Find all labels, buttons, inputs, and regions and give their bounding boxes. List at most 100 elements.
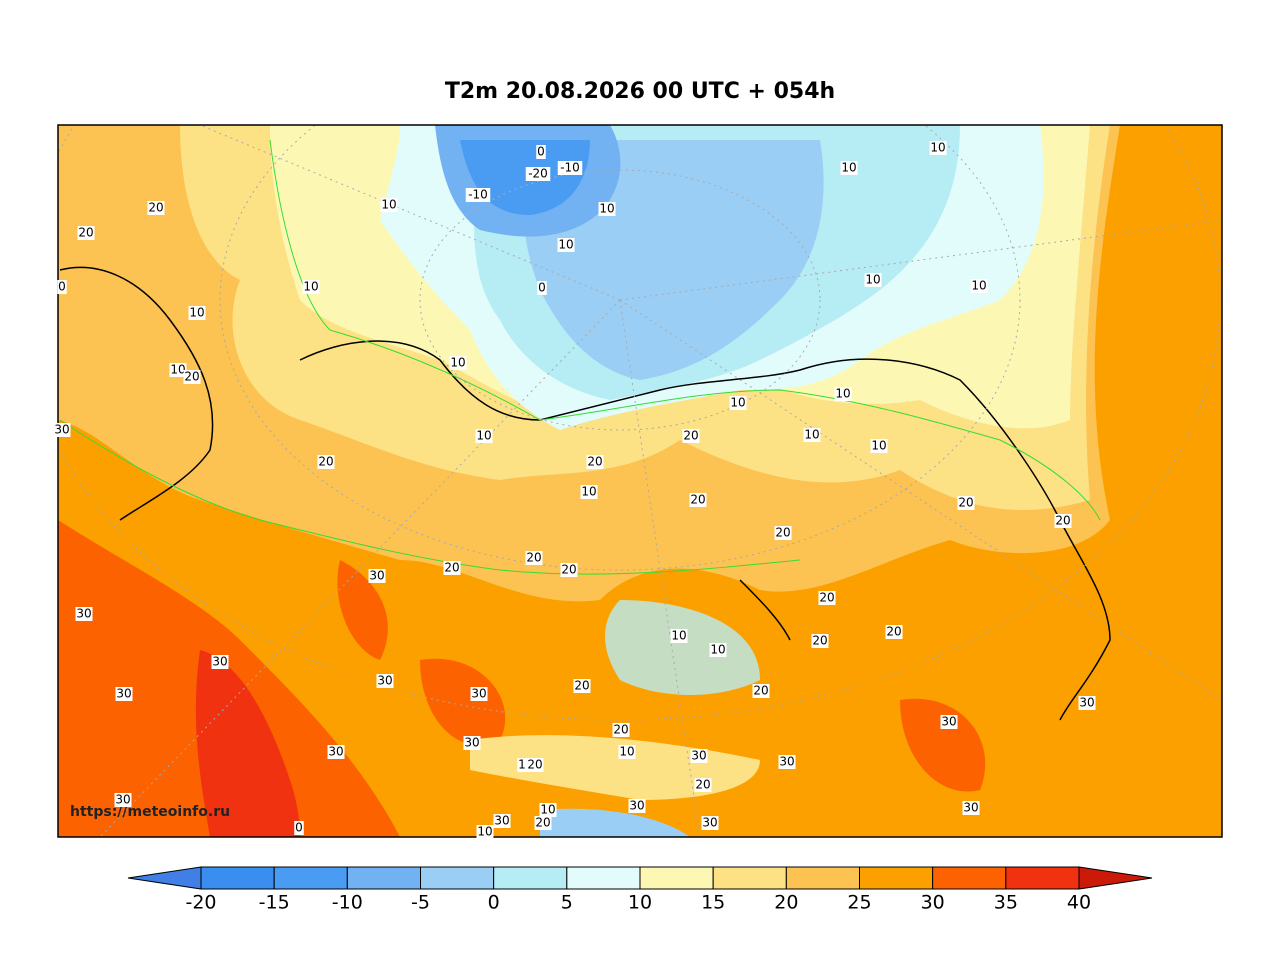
- contour-label: -20: [528, 167, 548, 181]
- colorbar-extend-low: [127, 866, 202, 890]
- contour-label: 30: [471, 687, 486, 701]
- contour-label-bg: [803, 428, 821, 442]
- contour-label: 10: [835, 387, 850, 401]
- contour-label-bg: [376, 674, 394, 688]
- contour-label: 10: [730, 396, 745, 410]
- contour-label-bg: [628, 799, 646, 813]
- contour-label-bg: [752, 684, 770, 698]
- colorbar-tick-label: -5: [411, 892, 430, 914]
- contour-label-bg: [834, 387, 852, 401]
- contour-label: 30: [328, 745, 343, 759]
- contour-label: 20: [148, 201, 163, 215]
- contour-label-bg: [929, 141, 947, 155]
- contour-label-bg: [465, 188, 491, 202]
- map-frame: [57, 124, 1223, 838]
- contour-label: 30: [116, 687, 131, 701]
- colorbar-segment: [420, 866, 495, 890]
- contour-label-bg: [53, 423, 71, 437]
- contour-label: -10: [560, 161, 580, 175]
- contour-label: 20: [695, 778, 710, 792]
- contour-label: 10: [540, 803, 555, 817]
- contour-label-bg: [75, 607, 93, 621]
- contour-label: 20: [587, 455, 602, 469]
- colorbar-tick-label: 0: [488, 892, 500, 914]
- contour-label: 10: [476, 429, 491, 443]
- contour-label-bg: [525, 551, 543, 565]
- colorbar-segment: [859, 866, 934, 890]
- colorbar-segment: [493, 866, 568, 890]
- contour-label: 10: [971, 279, 986, 293]
- contour-label: 10: [599, 202, 614, 216]
- contour-label-bg: [57, 280, 67, 294]
- contour-label-bg: [682, 429, 700, 443]
- title: T2m 20.08.2026 00 UTC + 054h: [445, 79, 835, 104]
- contour-label: 30: [76, 607, 91, 621]
- contour-label: 10: [381, 198, 396, 212]
- contour-label-bg: [539, 803, 557, 817]
- watermark: https://meteoinfo.ru: [70, 804, 230, 820]
- contour-label-bg: [709, 643, 727, 657]
- contour-label: 10: [303, 280, 318, 294]
- contour-label-bg: [970, 279, 988, 293]
- colorbar-tick-label: 30: [921, 892, 945, 914]
- contour-label-bg: [573, 679, 591, 693]
- contour-label-bg: [317, 455, 335, 469]
- colorbar-tick-label: 5: [561, 892, 573, 914]
- contour-label: 20: [184, 370, 199, 384]
- contour-label: 0: [58, 280, 66, 294]
- contour-label: 30: [691, 749, 706, 763]
- colorbar-tick-label: 25: [847, 892, 871, 914]
- contour-label: -10: [468, 188, 488, 202]
- contour-label-bg: [536, 145, 546, 159]
- contour-label: 30: [377, 674, 392, 688]
- contour-label: 20: [526, 551, 541, 565]
- contour-label: 20: [1055, 514, 1070, 528]
- contour-label-bg: [169, 363, 187, 377]
- contour-label: 20: [318, 455, 333, 469]
- contour-label-bg: [449, 356, 467, 370]
- contour-label: 30: [941, 715, 956, 729]
- colorbar-tick-label: -15: [259, 892, 290, 914]
- contour-label: 30: [1079, 696, 1094, 710]
- contour-label-bg: [114, 793, 132, 807]
- contour-label: 20: [78, 226, 93, 240]
- contour-label-bg: [694, 778, 712, 792]
- contour-label-bg: [380, 198, 398, 212]
- contour-label: 10: [477, 825, 492, 839]
- colorbar-tick-label: 15: [701, 892, 725, 914]
- contour-label: 10: [710, 643, 725, 657]
- colorbar: -20 -15 -10 -5 0 5 10 15 20 25 30 35 40: [127, 866, 1153, 914]
- contour-label-bg: [864, 273, 882, 287]
- contour-label-bg: [77, 226, 95, 240]
- contour-label-bg: [302, 280, 320, 294]
- contour-label-bg: [537, 281, 547, 295]
- contour-label: 20: [613, 723, 628, 737]
- contour-label: 0: [537, 145, 545, 159]
- contour-label: 0: [295, 821, 303, 835]
- contour-label-bg: [443, 561, 461, 575]
- contour-label-bg: [327, 745, 345, 759]
- contour-label-bg: [618, 745, 636, 759]
- contour-label: 20: [775, 526, 790, 540]
- colorbar-segment: [346, 866, 422, 890]
- colorbar-segment: [932, 866, 1007, 890]
- contour-label: 20: [812, 634, 827, 648]
- contour-label-bg: [476, 825, 494, 839]
- contour-label-bg: [493, 814, 511, 828]
- contour-label-bg: [115, 687, 133, 701]
- contour-label-bg: [463, 736, 481, 750]
- contour-label-bg: [580, 485, 598, 499]
- contour-label: 10: [865, 273, 880, 287]
- contour-label: 30: [212, 655, 227, 669]
- contour-label-bg: [957, 496, 975, 510]
- contour-label: 20: [753, 684, 768, 698]
- contour-label-bg: [147, 201, 165, 215]
- contour-label-bg: [612, 723, 630, 737]
- contour-label: 20: [444, 561, 459, 575]
- contour-label: 20: [561, 563, 576, 577]
- contour-label: 20: [886, 625, 901, 639]
- contour-label-bg: [368, 569, 386, 583]
- contour-label-bg: [526, 758, 544, 772]
- contour-label: 10: [581, 485, 596, 499]
- contour-label: 10: [930, 141, 945, 155]
